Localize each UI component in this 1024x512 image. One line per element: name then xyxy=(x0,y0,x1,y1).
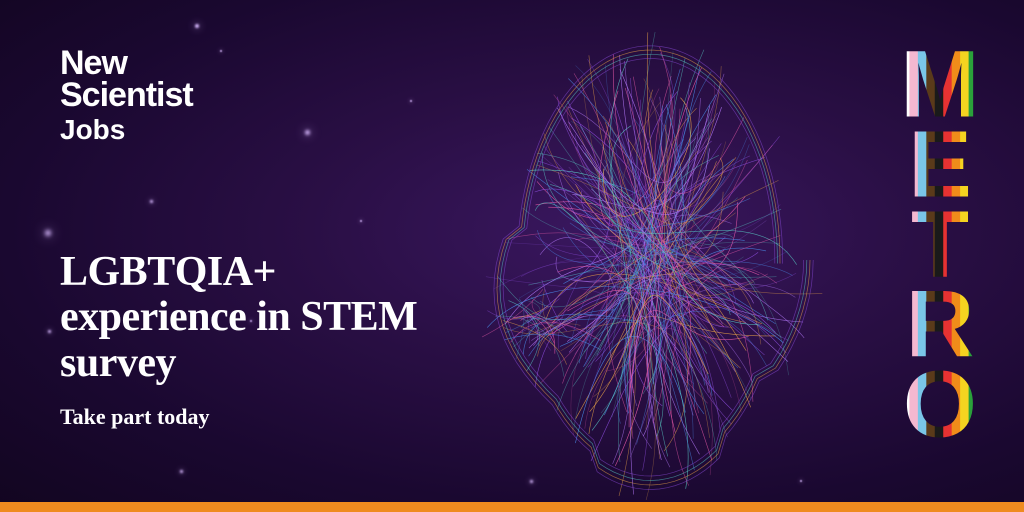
logo-line-new: New xyxy=(60,48,193,79)
star xyxy=(305,130,310,135)
star xyxy=(150,200,153,203)
logo-line-jobs: Jobs xyxy=(60,113,193,147)
star xyxy=(45,230,51,236)
star xyxy=(220,50,222,52)
cta-text: Take part today xyxy=(60,404,210,430)
metro-letter-o: O xyxy=(884,366,994,452)
star xyxy=(360,220,362,222)
wireframe-head-art xyxy=(400,10,840,500)
logo-line-scientist: Scientist xyxy=(60,79,193,111)
metro-logo: METRO xyxy=(884,46,994,466)
metro-letter-t: T xyxy=(884,206,994,292)
metro-letter-m: M xyxy=(884,46,994,132)
headline-text: LGBTQIA+ experience in STEM survey xyxy=(60,250,440,386)
metro-letter-r: R xyxy=(884,286,994,372)
star xyxy=(195,24,199,28)
accent-bottom-bar xyxy=(0,502,1024,512)
star xyxy=(180,470,183,473)
star xyxy=(48,330,51,333)
promo-banner: New Scientist Jobs LGBTQIA+ experience i… xyxy=(0,0,1024,512)
metro-letter-e: E xyxy=(884,126,994,212)
brand-logo: New Scientist Jobs xyxy=(60,48,193,146)
